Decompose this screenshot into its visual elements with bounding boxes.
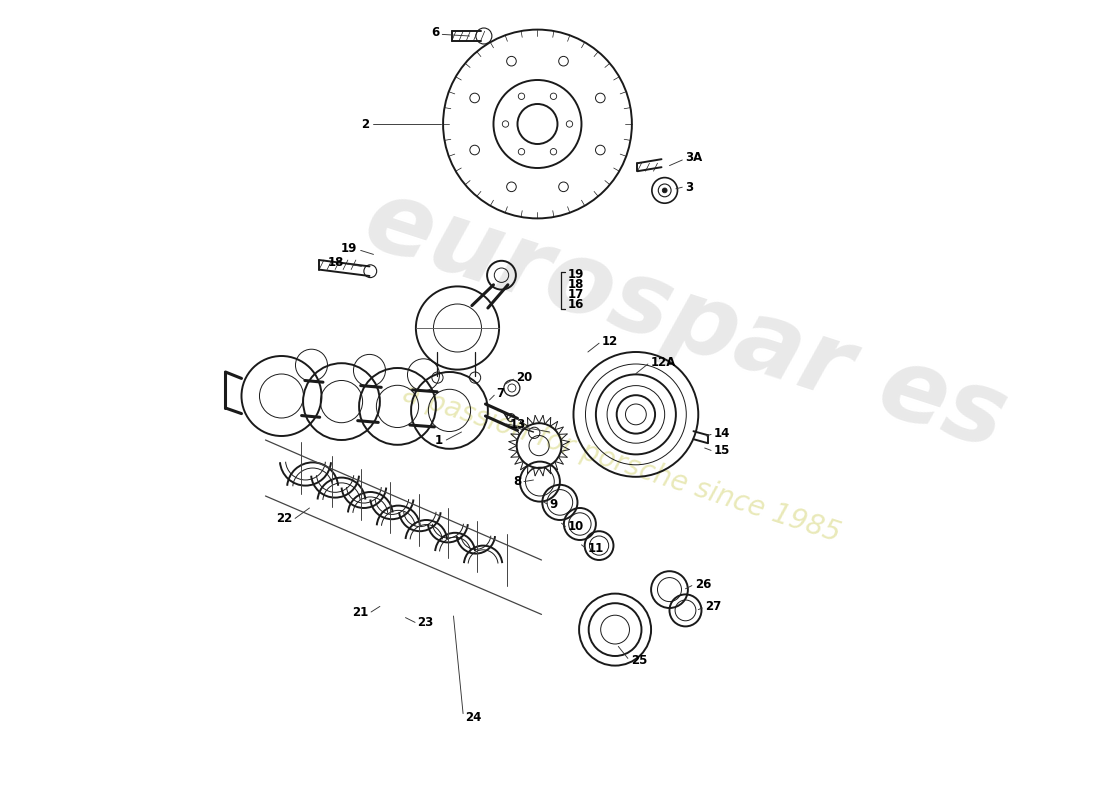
Circle shape: [662, 188, 667, 193]
Text: 22: 22: [276, 512, 292, 525]
Text: 14: 14: [714, 427, 730, 440]
Text: 1: 1: [434, 434, 443, 446]
Text: 7: 7: [497, 387, 505, 400]
Text: 25: 25: [631, 654, 648, 666]
Text: 24: 24: [465, 711, 482, 724]
Text: 16: 16: [568, 298, 584, 310]
Text: 3A: 3A: [685, 151, 703, 164]
Text: 15: 15: [714, 444, 730, 457]
Text: 8: 8: [514, 475, 521, 488]
Text: 20: 20: [516, 371, 532, 384]
Text: 12: 12: [602, 335, 618, 348]
Text: 3: 3: [685, 181, 694, 194]
Text: 2: 2: [362, 118, 370, 130]
Text: 9: 9: [550, 498, 558, 510]
Text: a passion for porsche since 1985: a passion for porsche since 1985: [399, 380, 844, 548]
Text: 19: 19: [568, 268, 584, 281]
Text: 23: 23: [418, 616, 433, 629]
Text: 6: 6: [431, 26, 439, 38]
Text: 11: 11: [587, 542, 604, 554]
Text: 19: 19: [341, 242, 358, 254]
Text: 18: 18: [328, 256, 344, 269]
Text: 21: 21: [352, 606, 367, 618]
Text: 17: 17: [568, 288, 584, 301]
Text: 12A: 12A: [650, 356, 675, 369]
Text: 10: 10: [568, 520, 584, 533]
Text: 13: 13: [509, 418, 526, 430]
Text: 18: 18: [568, 278, 584, 290]
Text: eurospar es: eurospar es: [353, 170, 1018, 470]
Text: 26: 26: [695, 578, 712, 590]
Text: 27: 27: [705, 600, 722, 613]
